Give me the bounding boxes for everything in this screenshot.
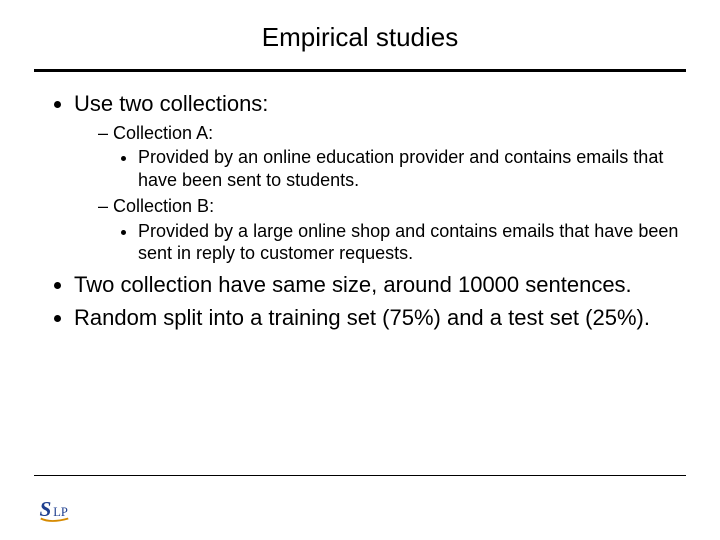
subsub-item: Provided by a large online shop and cont… [138,220,680,265]
subsub-list: Provided by a large online shop and cont… [98,220,680,265]
subsub-item: Provided by an online education provider… [138,146,680,191]
sub-item: Collection B: Provided by a large online… [98,195,680,265]
slide: Empirical studies Use two collections: C… [0,0,720,540]
sub-text: Collection A: [113,123,213,143]
logo-icon: S LP [38,496,76,526]
sub-text: Collection B: [113,196,214,216]
logo-letters-lp: LP [53,505,68,519]
logo-letter-s: S [40,497,52,521]
bullet-item: Use two collections: Collection A: Provi… [74,90,680,265]
bullet-text: Use two collections: [74,91,268,116]
slide-content: Use two collections: Collection A: Provi… [0,72,720,332]
sub-item: Collection A: Provided by an online educ… [98,122,680,192]
bullet-item: Random split into a training set (75%) a… [74,304,680,332]
sub-list: Collection A: Provided by an online educ… [74,122,680,265]
bullet-item: Two collection have same size, around 10… [74,271,680,299]
subsub-list: Provided by an online education provider… [98,146,680,191]
bullet-list: Use two collections: Collection A: Provi… [40,90,680,332]
slide-title: Empirical studies [0,0,720,63]
footer-divider [34,475,686,476]
